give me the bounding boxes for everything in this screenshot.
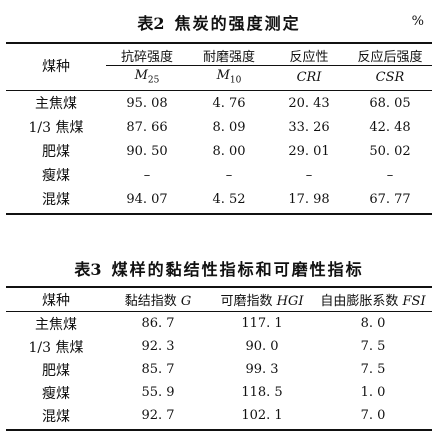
table1-cell: 20. 43 — [288, 95, 330, 111]
table1-cell: 33. 26 — [288, 119, 330, 135]
table-row: 瘦煤 55. 9 118. 5 1. 0 — [6, 381, 432, 404]
table1-top-rule — [6, 42, 432, 44]
table1-cell: 主焦煤 — [35, 96, 77, 112]
table1-cell: – — [143, 167, 151, 183]
table1-cell: 67. 77 — [369, 191, 411, 207]
table-row: 肥煤 90. 50 8. 00 29. 01 50. 02 — [6, 139, 432, 163]
table2-cell: 92. 3 — [141, 339, 175, 354]
table2-cell: 85. 7 — [141, 362, 175, 377]
table1-cell: 29. 01 — [288, 143, 330, 159]
table2-header-col1: 黏结指数 G — [124, 294, 192, 309]
table2-cell: 90. 0 — [245, 339, 279, 354]
table1-cell: 68. 05 — [369, 95, 411, 111]
table1-cell: 瘦煤 — [42, 168, 70, 184]
table2-top-rule — [6, 286, 432, 288]
table2-cell: 7. 5 — [360, 339, 386, 354]
table2-cell: 1. 0 — [360, 385, 386, 400]
table2-cell: 92. 7 — [141, 408, 175, 423]
table2-cell: 7. 5 — [360, 362, 386, 377]
table2-cell: 混煤 — [42, 408, 70, 425]
table1-header-sym4: CSR — [375, 69, 405, 85]
table1-header-col2: 耐磨强度 — [202, 49, 255, 65]
table1-cell: – — [305, 167, 313, 183]
table1: 煤种 抗碎强度 耐磨强度 反应性 反应后强度 M25 M10 CRI CSR — [6, 44, 432, 88]
table1-cell: 混煤 — [42, 192, 70, 208]
table1-cell: 90. 50 — [126, 143, 168, 159]
table1-cell: 87. 66 — [126, 119, 168, 135]
table1-header-rowname: 煤种 — [42, 59, 70, 75]
table1-header-sym3: CRI — [296, 69, 322, 85]
table2-cell: 7. 0 — [360, 408, 386, 423]
table1-cell: 17. 98 — [288, 191, 330, 207]
table1-header-rule — [6, 90, 432, 91]
table1-header-subrule — [106, 65, 432, 66]
table2-cell: 1/3 焦煤 — [28, 339, 84, 356]
table1-header-sym1: M25 — [134, 68, 160, 86]
table1-cell: – — [225, 167, 233, 183]
table1-cell: 1/3 焦煤 — [28, 120, 84, 136]
table2-cell: 86. 7 — [141, 316, 175, 331]
table2-number: 表3 — [74, 260, 102, 279]
table2-cell: 主焦煤 — [35, 316, 77, 333]
table2-caption: 表3 煤样的黏结性指标和可磨性指标 — [0, 256, 438, 280]
table-row: 1/3 焦煤 87. 66 8. 09 33. 26 42. 48 — [6, 115, 432, 139]
table2-cell: 8. 0 — [360, 316, 386, 331]
table1-cell: 95. 08 — [126, 95, 168, 111]
table1-cell: 42. 48 — [369, 119, 411, 135]
table2-title: 煤样的黏结性指标和可磨性指标 — [111, 260, 364, 279]
table1-header-sym2: M10 — [216, 68, 242, 86]
table1-unit: % — [411, 14, 424, 29]
table-row: 主焦煤 95. 08 4. 76 20. 43 68. 05 — [6, 91, 432, 115]
table2-cell: 99. 3 — [245, 362, 279, 377]
table2-cell: 肥煤 — [42, 362, 70, 379]
table2-cell: 117. 1 — [241, 316, 283, 331]
table2-cell: 55. 9 — [141, 385, 175, 400]
table1-body: 主焦煤 95. 08 4. 76 20. 43 68. 05 1/3 焦煤 87… — [6, 91, 432, 211]
table1-bottom-rule — [6, 213, 432, 215]
table1-header-col3: 反应性 — [289, 49, 329, 65]
table1-caption: 表2 焦炭的强度测定 — [0, 10, 438, 34]
table2-header-col0: 煤种 — [42, 292, 70, 309]
table1-header-col1: 抗碎强度 — [120, 49, 173, 65]
table2-header-col3: 自由膨胀系数 FSI — [320, 294, 426, 309]
table-row: 主焦煤 86. 7 117. 1 8. 0 — [6, 312, 432, 335]
table2-cell: 瘦煤 — [42, 385, 70, 402]
table-row: 1/3 焦煤 92. 3 90. 0 7. 5 — [6, 335, 432, 358]
table-row: 混煤 92. 7 102. 1 7. 0 — [6, 404, 432, 427]
table-row: 混煤 94. 07 4. 52 17. 98 67. 77 — [6, 187, 432, 211]
table1-header-col4: 反应后强度 — [357, 49, 423, 65]
table1-cell: 8. 09 — [212, 119, 246, 135]
table1-cell: 94. 07 — [126, 191, 168, 207]
table-row: 瘦煤 – – – – — [6, 163, 432, 187]
table2-cell: 102. 1 — [241, 408, 283, 423]
table2-body: 主焦煤 86. 7 117. 1 8. 0 1/3 焦煤 92. 3 90. 0… — [6, 312, 432, 427]
table1-cell: 50. 02 — [369, 143, 411, 159]
table1-number: 表2 — [137, 14, 165, 33]
table2: 煤种 黏结指数 G 可磨指数 HGI 自由膨胀系数 FSI — [6, 288, 432, 311]
table2-cell: 118. 5 — [241, 385, 283, 400]
table1-cell: – — [386, 167, 394, 183]
table-row: 肥煤 85. 7 99. 3 7. 5 — [6, 358, 432, 381]
table1-title: 焦炭的强度测定 — [174, 14, 301, 33]
table1-cell: 肥煤 — [42, 144, 70, 160]
table2-header-col2: 可磨指数 HGI — [220, 294, 304, 309]
table1-cell: 8. 00 — [212, 143, 246, 159]
table1-cell: 4. 76 — [212, 95, 246, 111]
table1-cell: 4. 52 — [212, 191, 246, 207]
table2-bottom-rule — [6, 429, 432, 431]
table2-header-row: 煤种 黏结指数 G 可磨指数 HGI 自由膨胀系数 FSI — [6, 288, 432, 311]
table2-header-rule — [6, 311, 432, 312]
